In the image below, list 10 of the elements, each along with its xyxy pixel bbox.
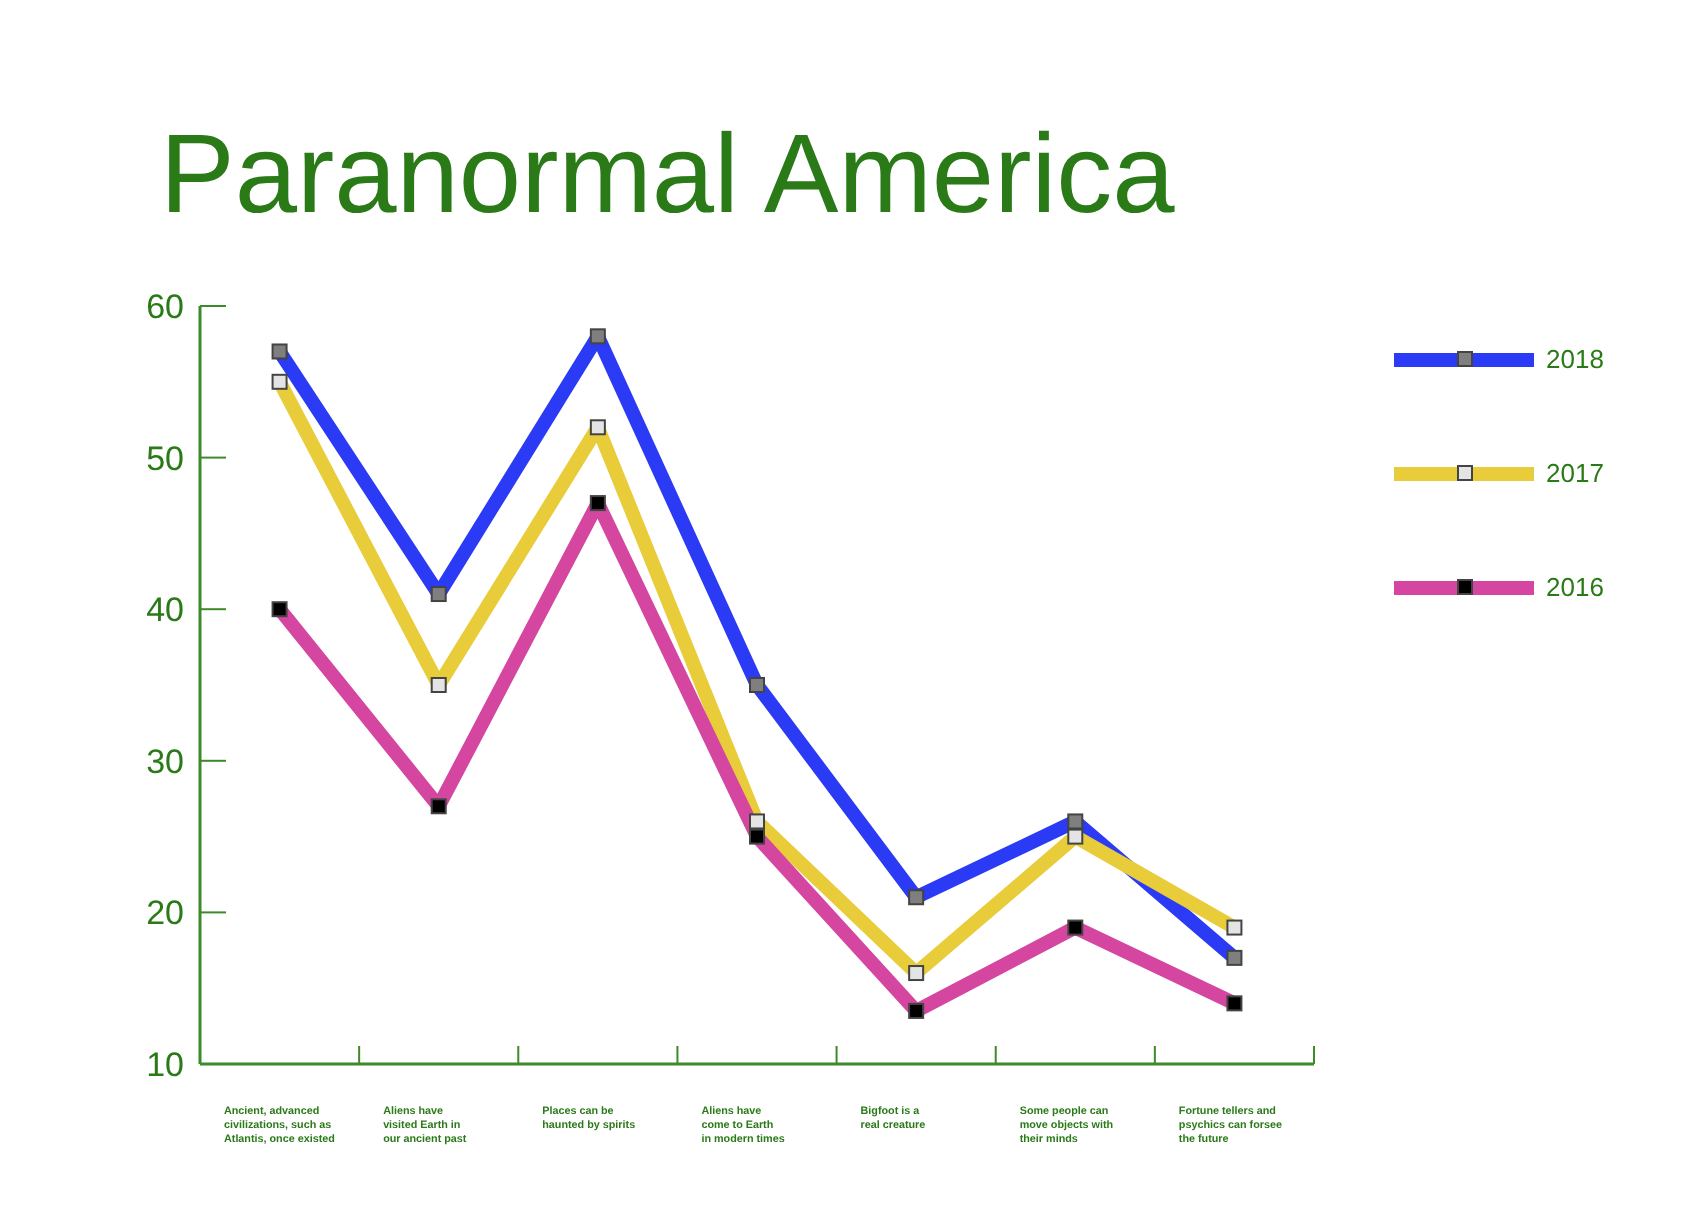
legend-label: 2017 (1546, 458, 1604, 488)
y-tick-label: 40 (146, 591, 184, 630)
chart-title: Paranormal America (160, 110, 1175, 236)
y-tick-label: 50 (146, 439, 184, 478)
y-tick-label: 30 (146, 742, 184, 781)
y-tick-label: 60 (146, 287, 184, 326)
legend-label: 2018 (1546, 344, 1604, 374)
legend-label: 2016 (1546, 572, 1604, 602)
y-tick-label: 10 (146, 1045, 184, 1084)
y-tick-label: 20 (146, 894, 184, 933)
